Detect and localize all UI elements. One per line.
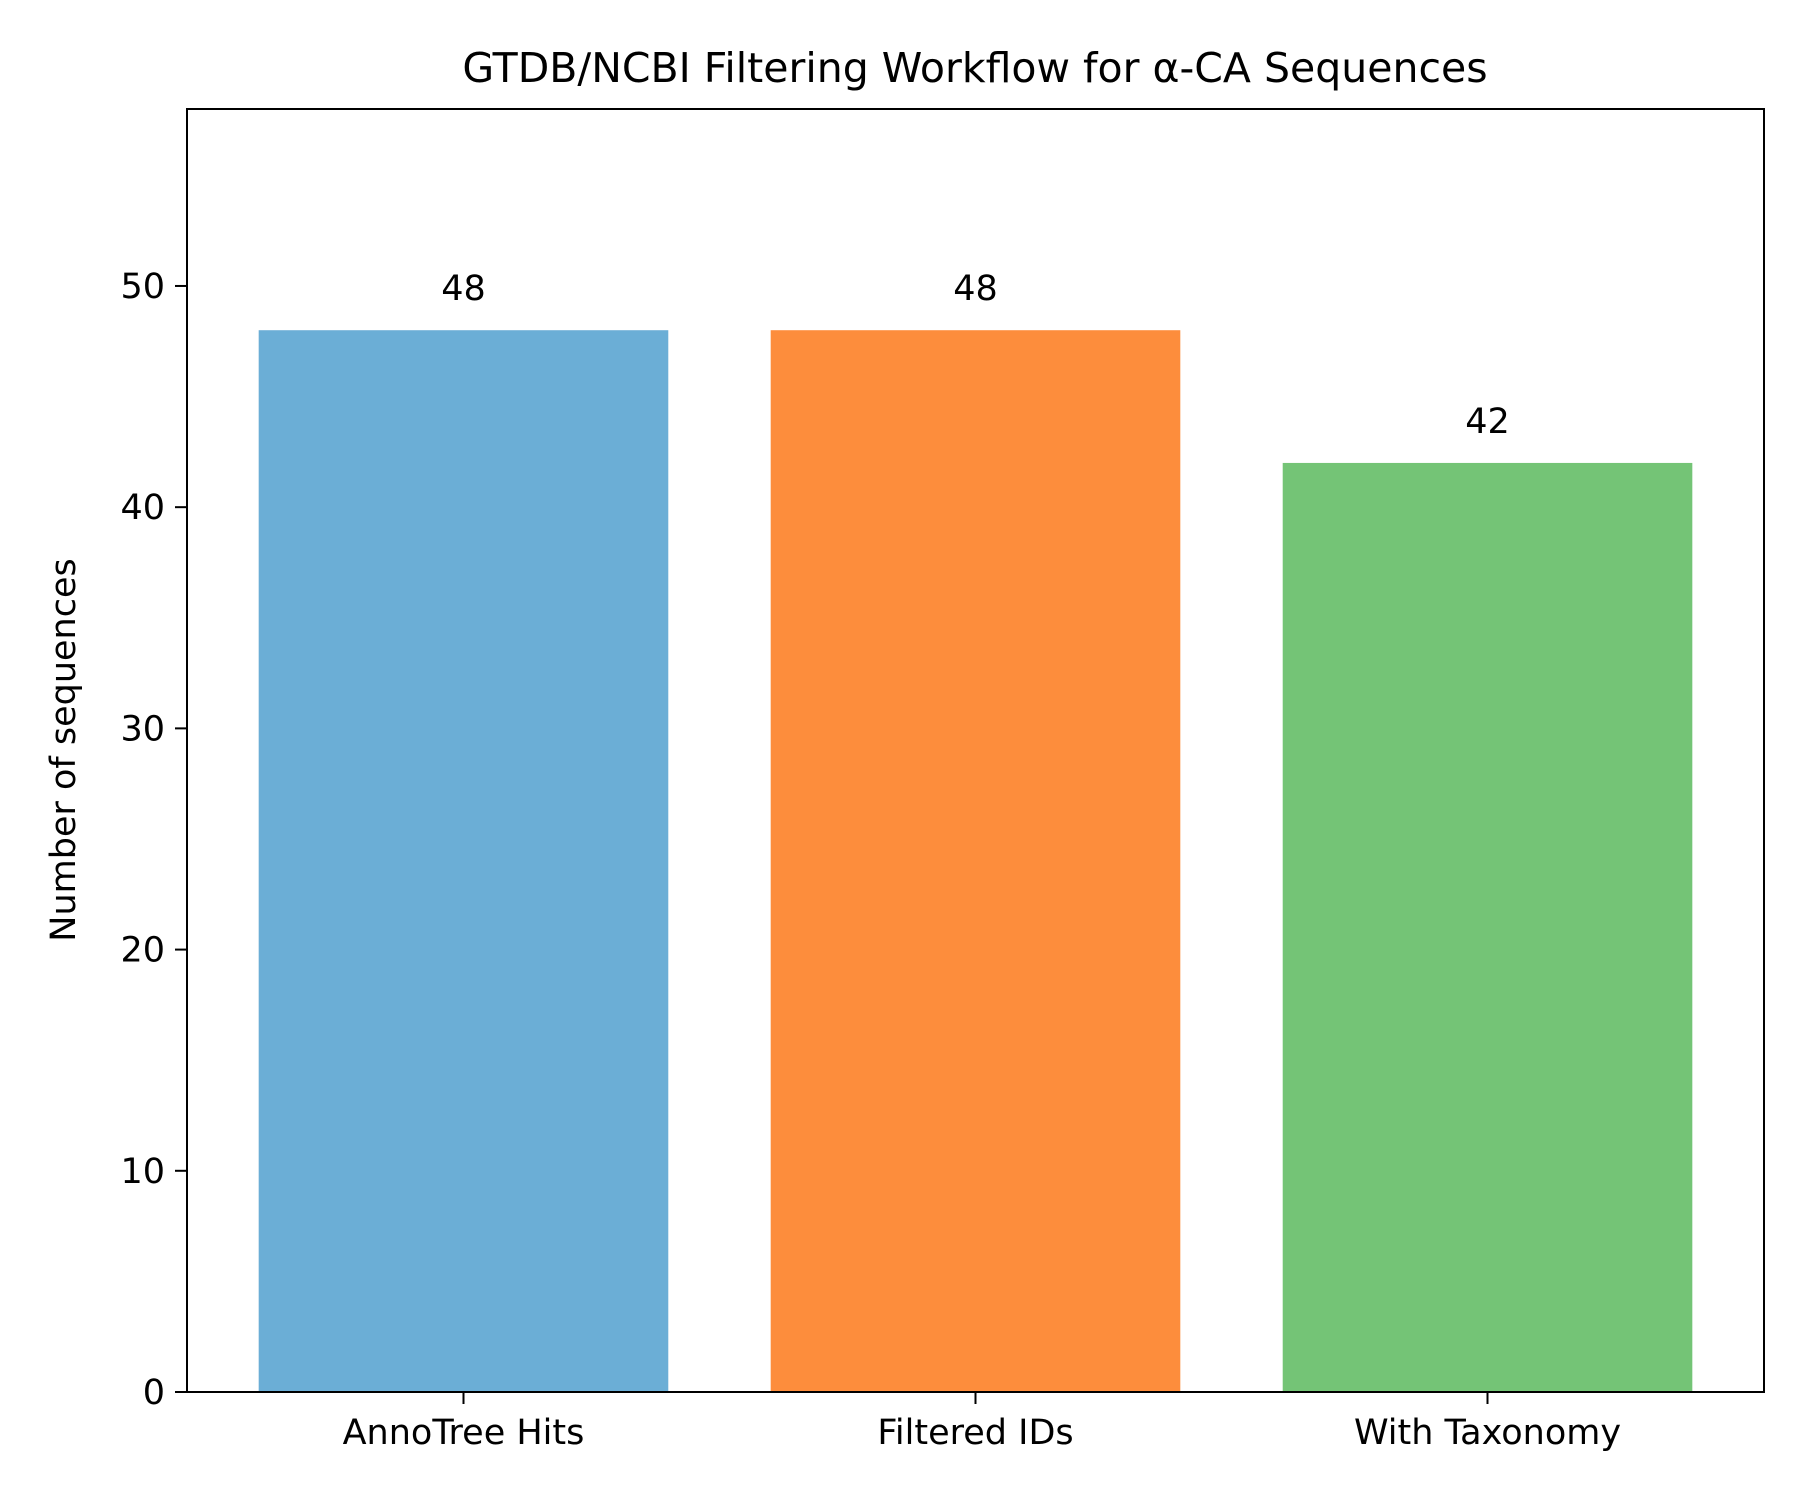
y-tick-label: 30 <box>120 709 165 749</box>
y-tick-label: 10 <box>120 1152 165 1192</box>
y-tick-label: 0 <box>143 1373 165 1413</box>
chart-title: GTDB/NCBI Filtering Workflow for α-CA Se… <box>462 44 1487 92</box>
data-label: 48 <box>441 269 486 309</box>
bar-with-taxonomy <box>1282 462 1693 1392</box>
y-tick-label: 40 <box>120 488 165 528</box>
x-axis: AnnoTree Hits Filtered IDs With Taxonomy <box>343 1392 1621 1453</box>
y-tick-label: 50 <box>120 267 165 307</box>
bar-annotree-hits <box>258 330 669 1392</box>
plot-frame <box>186 108 1765 1393</box>
y-tick-label: 20 <box>120 931 165 971</box>
x-tick-label: AnnoTree Hits <box>343 1413 585 1453</box>
x-tick-label: Filtered IDs <box>877 1413 1073 1453</box>
bars-layer: 48 48 42 <box>258 269 1693 1392</box>
bar-filtered-ids <box>770 330 1181 1392</box>
x-tick-label: With Taxonomy <box>1354 1413 1621 1453</box>
data-label: 48 <box>953 269 998 309</box>
data-label: 42 <box>1465 402 1510 442</box>
y-axis: 0 10 20 30 40 50 <box>120 267 187 1413</box>
y-axis-label: Number of sequences <box>44 558 84 941</box>
